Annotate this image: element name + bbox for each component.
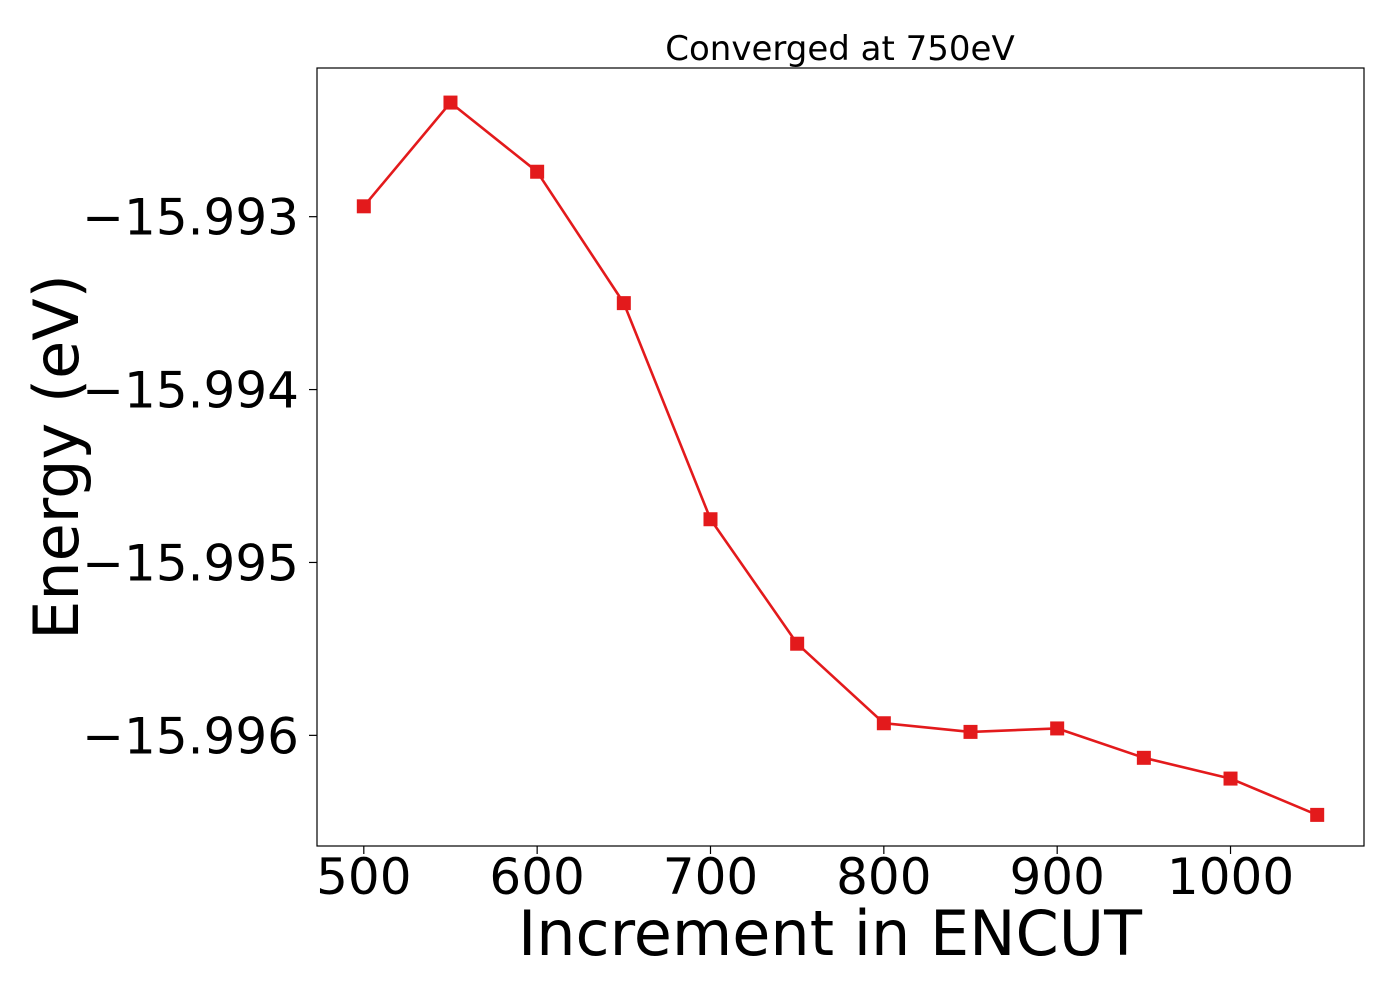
- x-tick-label: 700: [663, 848, 758, 906]
- x-tick-label: 600: [489, 848, 584, 906]
- data-point-marker: [876, 716, 891, 731]
- data-point-marker: [530, 164, 545, 179]
- x-tick-label: 1000: [1167, 848, 1294, 906]
- plot-area: [316, 67, 1365, 847]
- data-point-marker: [1050, 721, 1065, 736]
- y-axis-ticks: −15.993 −15.994 −15.995 −15.996: [82, 189, 317, 765]
- y-tick-label: −15.994: [82, 362, 299, 420]
- x-axis-ticks: 500 600 700 800 900 1000: [316, 846, 1294, 906]
- y-tick-label: −15.996: [82, 707, 299, 765]
- data-point-marker: [963, 724, 978, 739]
- x-tick-label: 900: [1009, 848, 1104, 906]
- data-point-marker: [356, 199, 371, 214]
- data-point-marker: [1136, 750, 1151, 765]
- data-point-marker: [703, 512, 718, 527]
- y-axis-label: Energy (eV): [20, 274, 93, 640]
- chart-title: Converged at 750eV: [665, 29, 1014, 69]
- x-tick-label: 500: [316, 848, 411, 906]
- series-line: [362, 101, 1318, 817]
- data-point-marker: [1310, 807, 1325, 822]
- plot-frame: [316, 67, 1365, 847]
- data-point-marker: [1223, 771, 1238, 786]
- y-tick-label: −15.995: [82, 534, 299, 592]
- data-point-marker: [443, 95, 458, 110]
- x-tick-label: 800: [836, 848, 931, 906]
- x-axis-label: Increment in ENCUT: [518, 897, 1143, 970]
- y-tick-label: −15.993: [82, 189, 299, 247]
- data-point-marker: [616, 296, 631, 311]
- data-point-marker: [790, 636, 805, 651]
